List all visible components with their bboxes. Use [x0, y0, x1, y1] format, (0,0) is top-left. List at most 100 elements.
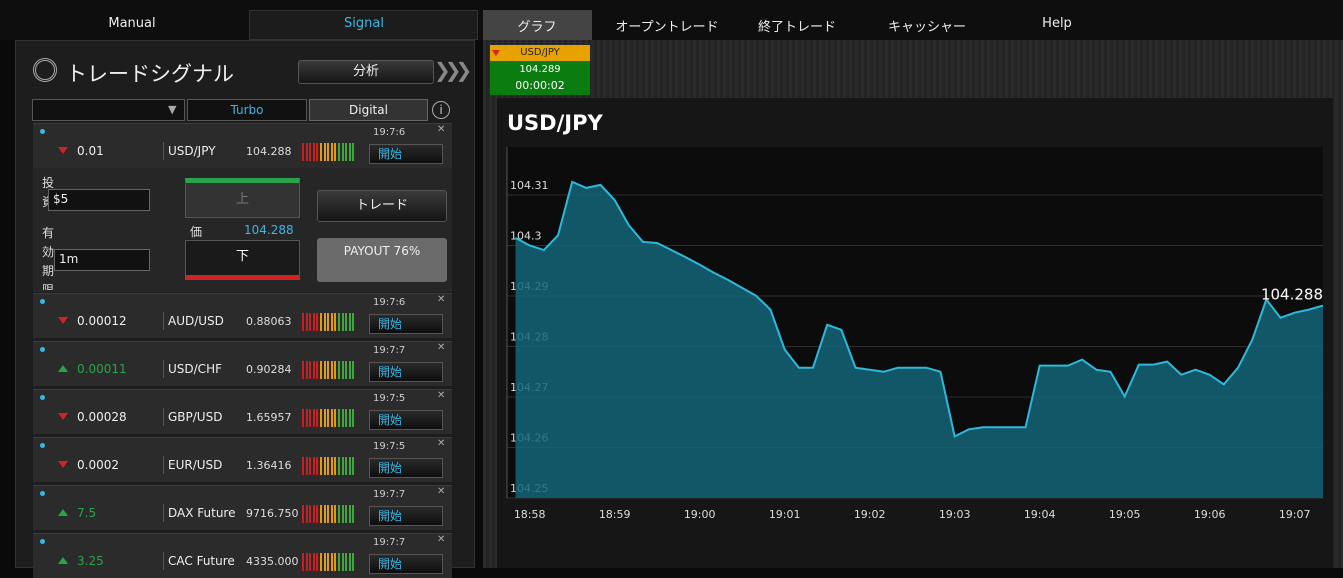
expiry-label: 有効期限 [42, 226, 55, 290]
meter-bar [320, 313, 322, 331]
meter-bar [330, 313, 333, 331]
start-button[interactable]: 開始 [369, 362, 443, 382]
direction-arrow [58, 509, 68, 516]
x-tick-label: 19:07 [1279, 508, 1311, 521]
meter-bar [341, 505, 344, 523]
meter-bar [345, 409, 348, 427]
area [515, 181, 1323, 499]
meter-bar [316, 553, 319, 571]
meter-bar [305, 505, 308, 523]
direction-arrow [58, 557, 68, 564]
signal-row: 0.00012 AUD/USD 0.88063 19:7:6 ✕ 開始 [33, 293, 452, 338]
signal-strength: 0.00012 [77, 314, 127, 328]
signal-row: 7.5 DAX Future 9716.750 19:7:7 ✕ 開始 [33, 485, 452, 530]
signal-strength: 0.00028 [77, 410, 127, 424]
pair: AUD/USD [168, 314, 224, 328]
status-dot [40, 491, 45, 496]
meter-bar [302, 313, 304, 331]
start-button[interactable]: 開始 [369, 506, 443, 526]
meter-bar [334, 313, 337, 331]
meter-bar [334, 409, 337, 427]
ticker-timer: 00:00:02 [515, 79, 565, 92]
dropdown[interactable] [32, 99, 185, 121]
meter-bar [338, 313, 340, 331]
meter-bar [330, 457, 333, 475]
nav-tab[interactable]: グラフ [517, 20, 557, 35]
meter-bar [323, 553, 326, 571]
meter-bar [334, 361, 337, 379]
meter-bar [305, 457, 308, 475]
meter-bar [341, 143, 344, 161]
meter-bar [338, 143, 340, 161]
meter-bar [330, 409, 333, 427]
expiry-select[interactable]: 1m [54, 249, 150, 271]
start-button[interactable]: 開始 [369, 314, 443, 334]
meter-bar [316, 505, 319, 523]
status-dot [40, 299, 45, 304]
meter-bar [305, 313, 308, 331]
start-button[interactable]: 開始 [369, 410, 443, 430]
meter-bar [323, 313, 326, 331]
chart-title: USD/JPY [507, 111, 603, 135]
investment-select[interactable]: $5 [48, 189, 150, 211]
meter-bar [312, 143, 315, 161]
separator [163, 360, 164, 378]
meter-bar [334, 143, 337, 161]
separator [163, 456, 164, 474]
meter-bar [302, 457, 304, 475]
pair: USD/JPY [168, 144, 216, 158]
separator [163, 142, 164, 160]
price: 9716.750 [246, 507, 299, 520]
signal-strength: 0.00011 [77, 362, 127, 376]
close-icon[interactable]: ✕ [437, 342, 446, 353]
line [515, 180, 1324, 438]
analysis-button[interactable]: 分析 [298, 60, 434, 84]
pair: DAX Future [168, 506, 236, 520]
meter-bar [330, 143, 333, 161]
nav-bar [0, 0, 1343, 40]
meter-bar [348, 409, 351, 427]
separator [163, 504, 164, 522]
meter-bar [338, 505, 340, 523]
separator [163, 408, 164, 426]
form-price: 104.288 [244, 223, 294, 237]
price-label: 価 [190, 225, 203, 239]
signal-icon [33, 58, 57, 82]
clock-time: 19:7:6 [373, 297, 406, 308]
meter-bar [312, 313, 315, 331]
close-icon[interactable]: ✕ [437, 438, 446, 449]
start-button[interactable]: 開始 [369, 458, 443, 478]
nav-tab[interactable]: Manual [108, 16, 156, 31]
meter-bar [327, 313, 330, 331]
status-dot [40, 443, 45, 448]
signal-strength: 7.5 [77, 506, 97, 520]
up-button[interactable]: 上 [185, 178, 300, 218]
trade-button[interactable]: トレード [317, 190, 447, 222]
nav-tab[interactable]: Help [1042, 16, 1072, 31]
meter-bar [345, 143, 348, 161]
meter-bar [305, 409, 308, 427]
nav-tab[interactable]: 終了トレード [757, 20, 836, 35]
x-tick-label: 19:03 [939, 508, 971, 521]
close-icon[interactable]: ✕ [437, 124, 446, 135]
signal-row: 0.0002 EUR/USD 1.36416 19:7:5 ✕ 開始 [33, 437, 452, 482]
meter-bar [323, 505, 326, 523]
start-button[interactable]: 開始 [369, 144, 443, 164]
close-icon[interactable]: ✕ [437, 390, 446, 401]
price: 4335.000 [246, 555, 299, 568]
ticker-price: 104.289 [490, 61, 590, 95]
info-icon[interactable]: i [432, 101, 450, 119]
filter-tab[interactable]: Turbo [187, 99, 307, 121]
nav-tab[interactable]: オープントレード [615, 20, 719, 35]
nav-tab[interactable]: Signal [344, 16, 384, 31]
down-button[interactable]: 下 [185, 240, 300, 280]
filter-tab[interactable]: Digital [309, 99, 428, 121]
x-tick-label: 18:58 [514, 508, 546, 521]
close-icon[interactable]: ✕ [437, 294, 446, 305]
close-icon[interactable]: ✕ [437, 534, 446, 545]
nav-tab[interactable]: キャッシャー [887, 20, 966, 35]
meter-bar [309, 313, 312, 331]
close-icon[interactable]: ✕ [437, 486, 446, 497]
signal-strength: 0.0002 [77, 458, 119, 472]
